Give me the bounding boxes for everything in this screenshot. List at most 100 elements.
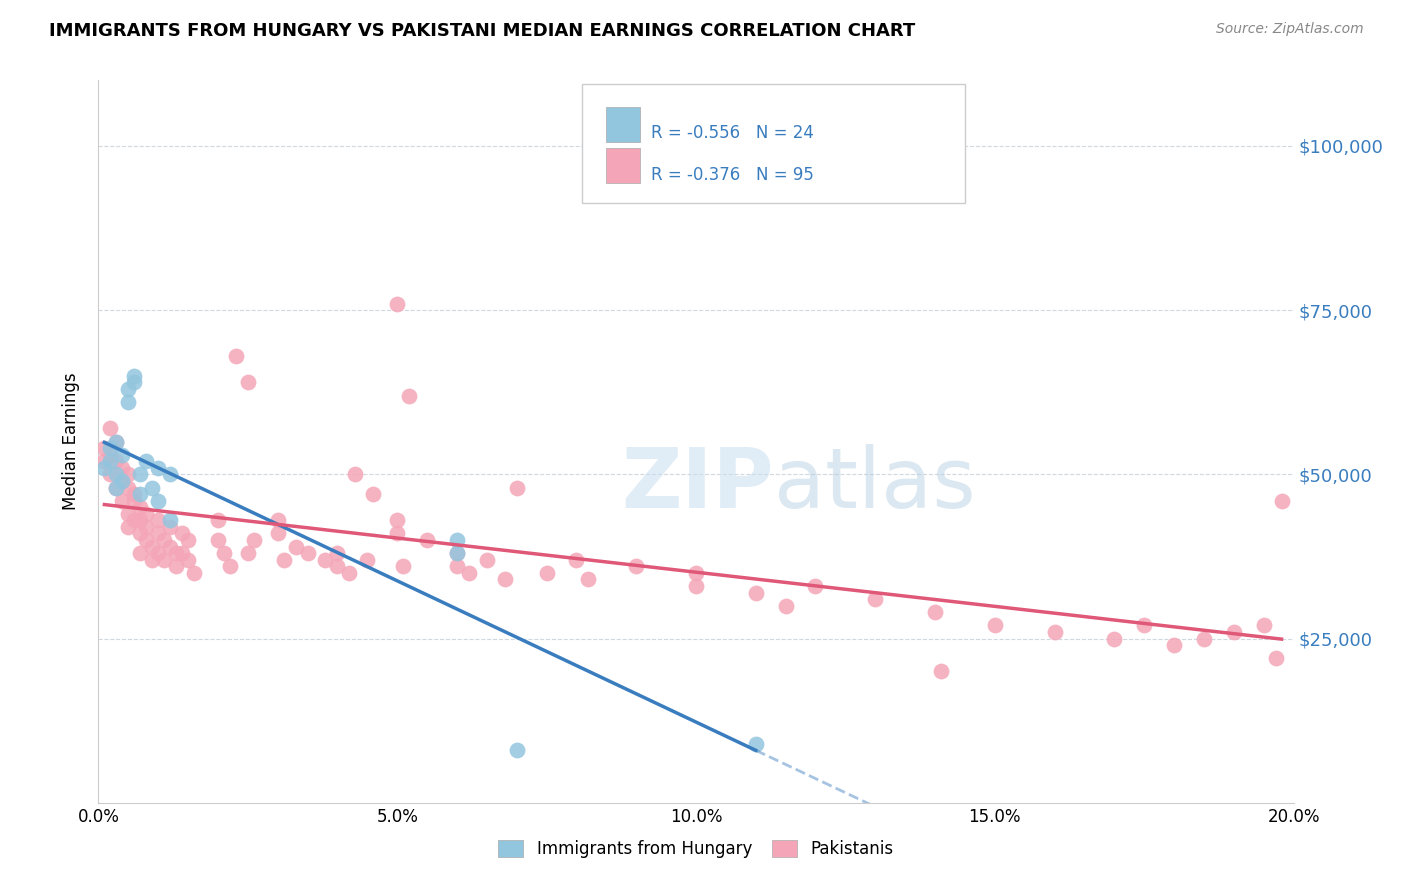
Point [129, 513, 152, 527]
Point [148, 546, 170, 560]
Point [153, 533, 176, 547]
Point [129, 546, 152, 560]
Point [385, 296, 409, 310]
Point [225, 349, 247, 363]
Point [446, 559, 468, 574]
Point [344, 467, 367, 482]
Point [111, 460, 134, 475]
Point [236, 376, 259, 390]
Point [775, 599, 797, 613]
Point [1271, 493, 1294, 508]
Point [506, 481, 529, 495]
Point [124, 487, 146, 501]
FancyBboxPatch shape [582, 84, 965, 203]
Point [475, 553, 498, 567]
Point [148, 513, 170, 527]
Point [924, 605, 946, 619]
Point [385, 526, 409, 541]
Point [141, 553, 163, 567]
Point [135, 507, 157, 521]
Point [129, 487, 152, 501]
Point [326, 546, 349, 560]
Point [267, 526, 290, 541]
Point [385, 513, 409, 527]
Point [117, 481, 139, 495]
Point [135, 533, 157, 547]
Point [93, 460, 115, 475]
Point [1264, 651, 1286, 665]
Point [339, 566, 361, 580]
Point [165, 546, 187, 560]
Point [745, 737, 768, 751]
Point [141, 540, 163, 554]
Point [416, 533, 439, 547]
Point [141, 481, 163, 495]
Point [159, 467, 181, 482]
Point [98, 467, 122, 482]
Point [98, 421, 122, 435]
Point [326, 559, 349, 574]
FancyBboxPatch shape [606, 107, 640, 142]
Point [135, 454, 157, 468]
Point [105, 467, 128, 482]
Point [398, 388, 420, 402]
Text: atlas: atlas [773, 444, 976, 525]
Point [105, 454, 128, 468]
Point [183, 566, 205, 580]
Point [284, 540, 307, 554]
Point [98, 454, 122, 468]
Point [273, 553, 295, 567]
Point [212, 546, 235, 560]
Point [243, 533, 266, 547]
Point [117, 520, 139, 534]
Point [565, 553, 588, 567]
Point [804, 579, 827, 593]
Point [626, 559, 648, 574]
Point [1253, 618, 1275, 632]
Point [1133, 618, 1156, 632]
Point [117, 507, 139, 521]
Point [392, 559, 415, 574]
Text: IMMIGRANTS FROM HUNGARY VS PAKISTANI MEDIAN EARNINGS CORRELATION CHART: IMMIGRANTS FROM HUNGARY VS PAKISTANI MED… [49, 22, 915, 40]
Point [159, 520, 181, 534]
Point [124, 513, 146, 527]
Y-axis label: Median Earnings: Median Earnings [62, 373, 80, 510]
Point [929, 665, 952, 679]
Point [124, 368, 146, 383]
Point [536, 566, 558, 580]
Point [745, 585, 768, 599]
Point [494, 573, 516, 587]
Point [297, 546, 319, 560]
Point [148, 460, 170, 475]
Point [356, 553, 378, 567]
Point [446, 546, 468, 560]
Point [124, 493, 146, 508]
Point [984, 618, 1007, 632]
Point [98, 448, 122, 462]
Point [315, 553, 337, 567]
Point [111, 474, 134, 488]
Point [93, 454, 115, 468]
Point [685, 566, 707, 580]
Point [117, 395, 139, 409]
Point [105, 481, 128, 495]
Text: R = -0.376   N = 95: R = -0.376 N = 95 [651, 166, 814, 184]
Point [1223, 625, 1246, 640]
Point [1163, 638, 1185, 652]
Point [207, 513, 229, 527]
Point [105, 434, 128, 449]
Point [129, 526, 152, 541]
Point [105, 481, 128, 495]
Point [446, 533, 468, 547]
Point [685, 579, 707, 593]
Point [111, 474, 134, 488]
Point [111, 448, 134, 462]
Point [129, 500, 152, 515]
Point [236, 546, 259, 560]
Point [1043, 625, 1066, 640]
Point [172, 526, 194, 541]
Point [219, 559, 242, 574]
Point [93, 441, 115, 455]
Point [124, 376, 146, 390]
Point [98, 441, 122, 455]
